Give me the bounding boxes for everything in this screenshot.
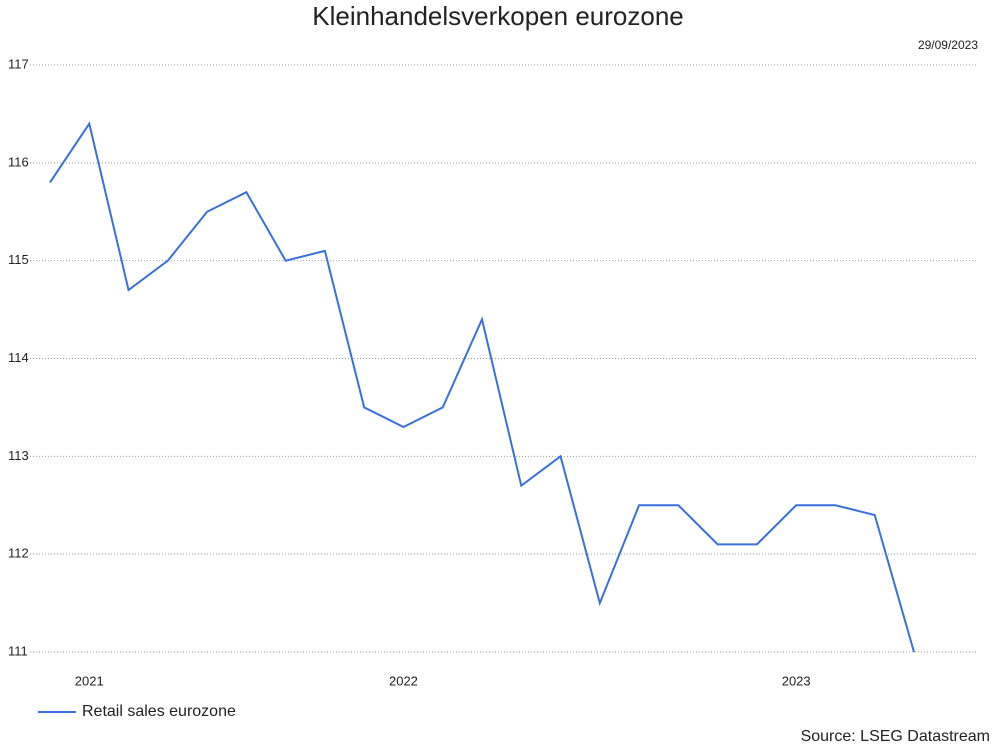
legend-label: Retail sales eurozone	[82, 703, 236, 720]
y-tick-label: 114	[8, 350, 29, 365]
y-tick-label: 112	[8, 546, 29, 561]
y-tick-label: 115	[8, 252, 29, 267]
y-tick-label: 117	[8, 56, 29, 71]
y-tick-label: 111	[8, 643, 28, 658]
x-tick-label: 2022	[389, 673, 418, 688]
data-line	[49, 121, 915, 653]
chart-date: 29/09/2023	[918, 38, 978, 52]
y-tick-label: 113	[8, 448, 29, 463]
y-tick-label: 116	[8, 154, 29, 169]
x-tick-label: 2021	[75, 673, 104, 688]
x-tick-label: 2023	[782, 673, 811, 688]
chart-title: Kleinhandelsverkopen eurozone	[312, 1, 684, 31]
source: Source: LSEG Datastream	[801, 728, 990, 745]
